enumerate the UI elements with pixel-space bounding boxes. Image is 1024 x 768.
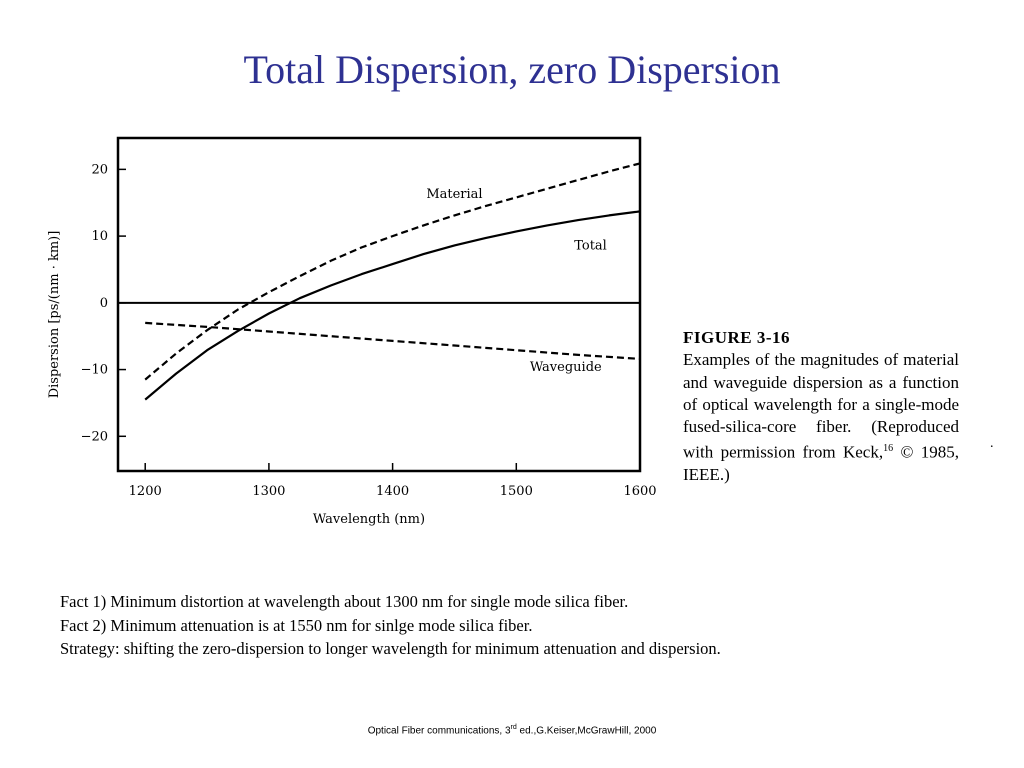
figure-caption: FIGURE 3-16 Examples of the magnitudes o… <box>683 327 959 487</box>
y-tick-label: −20 <box>81 429 108 444</box>
y-tick-label: 10 <box>91 229 108 244</box>
fact-1: Fact 1) Minimum distortion at wavelength… <box>60 592 629 611</box>
x-tick-label: 1500 <box>500 484 533 499</box>
strategy-note: Strategy: shifting the zero-dispersion t… <box>60 639 721 658</box>
series-total-label: Total <box>574 238 607 253</box>
series-material-line <box>144 162 641 381</box>
x-tick-label: 1300 <box>252 484 285 499</box>
fact-2: Fact 2) Minimum attenuation is at 1550 n… <box>60 615 533 635</box>
x-tick-label: 1400 <box>376 484 409 499</box>
series-total-line <box>144 210 641 401</box>
y-tick-label: 0 <box>100 296 108 311</box>
figure-caption-text: Examples of the magnitudes of material a… <box>683 350 959 463</box>
series-waveguide-label: Waveguide <box>530 360 602 375</box>
dispersion-chart: 20 10 0 −10 −20 1200 1300 1400 1500 1600 Wavelengt… <box>47 136 657 527</box>
slide-title: Total Dispersion, zero Dispersion <box>243 47 781 92</box>
x-axis-title: Wavelength (nm) <box>313 512 425 527</box>
y-axis-title: Dispersion [ps/(nm · km)] <box>47 231 62 399</box>
series-waveguide-line <box>145 321 641 360</box>
footer-superscript: rd <box>510 724 517 731</box>
footer-citation: Optical Fiber communications, 3rd ed.,G.… <box>0 724 1024 736</box>
series-material-label: Material <box>426 187 482 202</box>
x-tick-label: 1200 <box>129 484 162 499</box>
footer-text-end: ed.,G.Keiser,McGrawHill, 2000 <box>516 725 657 737</box>
facts-list: Fact 1) Minimum distortion at wavelength… <box>60 590 721 661</box>
plot-frame <box>116 136 642 473</box>
figure-caption-reference: 16 <box>883 443 894 455</box>
figure-label: FIGURE 3-16 <box>683 328 791 347</box>
stray-mark: . <box>990 436 994 451</box>
y-tick-label: 20 <box>91 162 108 177</box>
x-tick-label: 1600 <box>623 484 656 499</box>
footer-text-start: Optical Fiber communications, 3 <box>367 725 511 737</box>
figure-caption-copyright: © 1985, IEEE.) <box>683 443 959 485</box>
y-tick-label: −10 <box>81 363 108 378</box>
